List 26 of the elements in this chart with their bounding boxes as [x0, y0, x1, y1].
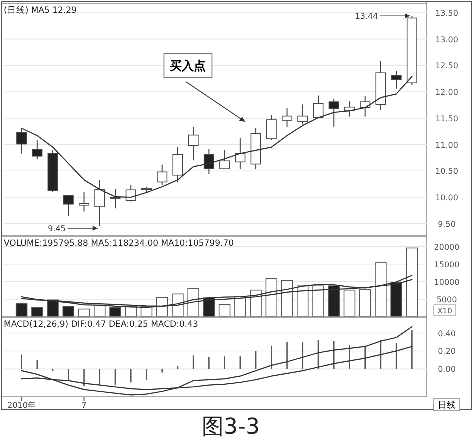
y-tick-label: 10.00	[436, 194, 458, 203]
y-tick-label: 10000	[434, 278, 460, 287]
y-tick-label: 11.50	[436, 114, 458, 124]
y-tick-label: 10.50	[436, 167, 458, 176]
caption: 图3-3	[202, 415, 260, 440]
y-tick-label: 15000	[434, 260, 460, 270]
chart-title: VOLUME:195795.88 MA5:118234.00 MA10:105799.70	[4, 239, 234, 249]
y-tick-label: 0.40	[438, 329, 456, 338]
annotation: 买入点	[170, 59, 206, 73]
y-tick-label: 0.00	[438, 365, 456, 374]
y-tick-label: 13.50	[436, 8, 458, 18]
y-tick-label: 9.50	[438, 220, 456, 229]
annotation: 9.45	[48, 224, 66, 234]
chart-title: (日线) MA5 12.29	[4, 5, 77, 16]
y-tick-label: 13.00	[436, 35, 458, 44]
y-tick-label: 12.00	[436, 88, 458, 98]
annotation: 13.44	[355, 12, 378, 22]
chart-title: MACD(12,26,9) DIF:0.47 DEA:0.25 MACD:0.43	[4, 320, 198, 330]
y-tick-label: 11.00	[436, 140, 458, 150]
y-tick-label: 20000	[434, 242, 460, 252]
x-tick-label: 2010年	[8, 401, 36, 410]
y-tick-label: 0.20	[438, 347, 456, 356]
y-tick-label: 5000	[436, 295, 458, 304]
x-axis-title: 日线	[438, 400, 456, 411]
x-tick-label: 7	[82, 401, 87, 410]
y-tick-label: 12.50	[436, 62, 458, 71]
